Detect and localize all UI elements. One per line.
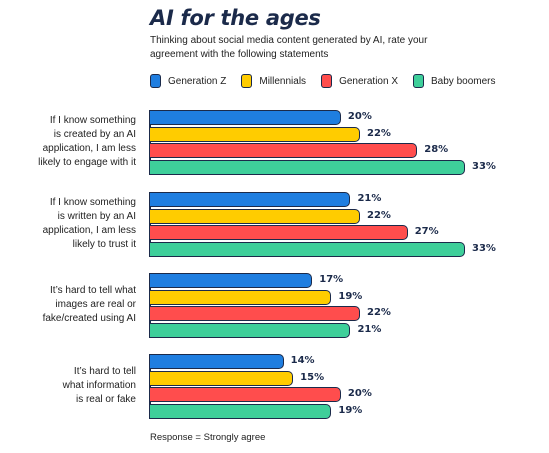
bar xyxy=(150,241,465,257)
bar xyxy=(150,322,351,338)
category-label: It’s hard to tell what information is real… xyxy=(62,366,136,406)
legend-item-baby-boomers: Baby boomers xyxy=(413,74,495,88)
bar xyxy=(150,110,341,125)
value-label: 19% xyxy=(338,290,363,302)
bar xyxy=(150,208,360,224)
legend-label: Generation Z xyxy=(168,75,227,87)
bar xyxy=(150,159,465,175)
bar xyxy=(150,306,360,321)
chart-subtitle: Thinking about social media content gene… xyxy=(150,35,428,60)
bar xyxy=(150,192,351,207)
bar xyxy=(150,273,313,288)
category-label: If I know something is written by an AI ap… xyxy=(42,197,136,251)
category-label: It’s hard to tell what images are real or… xyxy=(42,285,136,325)
value-label: 21% xyxy=(357,193,382,204)
chart-title: AI for the ages xyxy=(150,6,321,30)
group-axis-line xyxy=(149,192,151,257)
legend-item-generation-z: Generation Z xyxy=(150,74,226,88)
bar xyxy=(150,225,408,240)
legend-label: Generation X xyxy=(339,75,398,87)
value-label: 22% xyxy=(367,127,391,139)
bar xyxy=(150,370,294,386)
category-label: If I know something is created by an AI ap… xyxy=(38,115,136,169)
value-label: 22% xyxy=(367,307,391,318)
value-label: 28% xyxy=(424,144,449,155)
value-label: 20% xyxy=(347,111,372,122)
bar xyxy=(150,387,341,402)
group-axis-line xyxy=(149,354,151,419)
bar xyxy=(150,354,284,369)
legend-item-generation-x: Generation X xyxy=(321,74,398,88)
value-label: 20% xyxy=(347,388,372,399)
response-note: Response = Strongly agree xyxy=(150,432,266,443)
legend-item-millennials: Millennials xyxy=(241,74,306,88)
legend-label: Baby boomers xyxy=(431,75,496,87)
value-label: 33% xyxy=(472,242,496,254)
group-axis-line xyxy=(149,110,151,175)
legend: Generation Z Millennials Generation X Ba… xyxy=(150,74,510,88)
value-label: 19% xyxy=(338,404,363,416)
legend-label: Millennials xyxy=(259,75,307,87)
legend-swatch xyxy=(413,74,424,88)
value-label: 21% xyxy=(357,323,382,335)
group-axis-line xyxy=(149,273,151,338)
value-label: 33% xyxy=(472,160,496,172)
bar xyxy=(150,289,332,305)
value-label: 27% xyxy=(414,226,439,237)
bar xyxy=(150,403,332,419)
value-label: 15% xyxy=(300,371,325,383)
bar xyxy=(150,143,418,158)
legend-swatch xyxy=(241,74,253,88)
value-label: 17% xyxy=(319,274,344,285)
legend-swatch xyxy=(321,74,333,88)
value-label: 14% xyxy=(290,355,315,366)
legend-swatch xyxy=(150,74,161,88)
bar xyxy=(150,126,360,142)
value-label: 22% xyxy=(367,209,391,221)
